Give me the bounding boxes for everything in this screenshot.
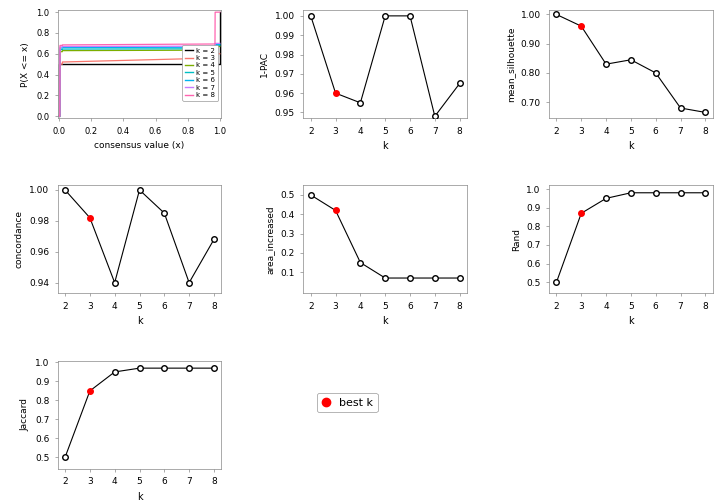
Legend: best k: best k xyxy=(317,393,378,412)
Y-axis label: Rand: Rand xyxy=(512,228,521,251)
Y-axis label: 1-PAC: 1-PAC xyxy=(261,51,269,77)
Legend: k = 2, k = 3, k = 4, k = 5, k = 6, k = 7, k = 8: k = 2, k = 3, k = 4, k = 5, k = 6, k = 7… xyxy=(182,45,218,101)
Y-axis label: P(X <= x): P(X <= x) xyxy=(22,42,30,87)
X-axis label: consensus value (x): consensus value (x) xyxy=(94,141,184,150)
X-axis label: k: k xyxy=(628,317,634,327)
Y-axis label: area_increased: area_increased xyxy=(266,205,275,274)
X-axis label: k: k xyxy=(628,141,634,151)
Y-axis label: mean_silhouette: mean_silhouette xyxy=(506,26,515,102)
X-axis label: k: k xyxy=(137,491,143,501)
Y-axis label: concordance: concordance xyxy=(14,210,24,269)
X-axis label: k: k xyxy=(382,141,388,151)
X-axis label: k: k xyxy=(382,317,388,327)
X-axis label: k: k xyxy=(137,317,143,327)
Y-axis label: Jaccard: Jaccard xyxy=(20,398,30,431)
